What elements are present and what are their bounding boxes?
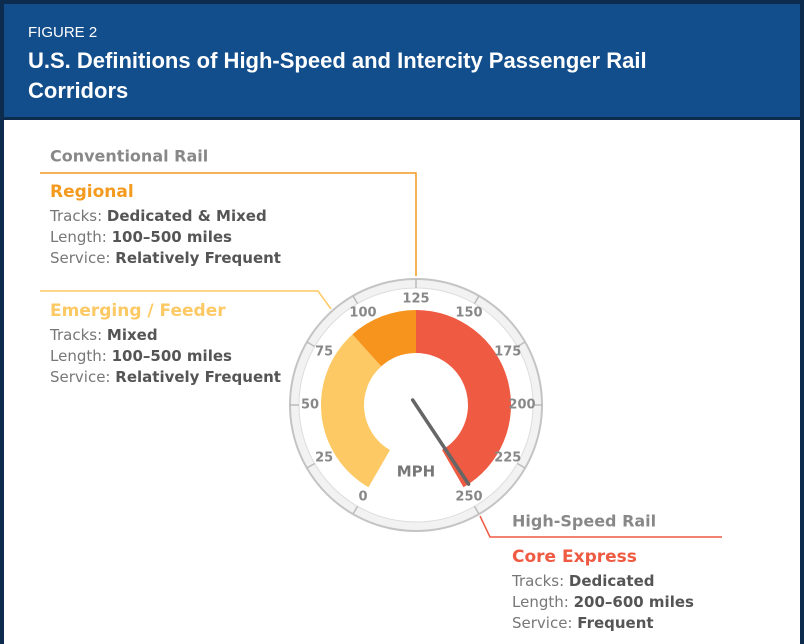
speed-band — [321, 334, 390, 488]
attribute-value: Relatively Frequent — [115, 249, 281, 267]
tick-label: 100 — [349, 306, 376, 321]
speed-band — [416, 310, 512, 488]
tick-mark — [306, 341, 316, 348]
unit-label: MPH — [397, 463, 435, 481]
attribute-value: Dedicated — [569, 572, 655, 590]
tick-label: 250 — [455, 489, 482, 504]
tick-mark — [352, 505, 359, 515]
attribute: Tracks: Dedicated & Mixed — [49, 207, 267, 225]
tick-mark — [473, 295, 480, 305]
attribute: Service: Relatively Frequent — [50, 249, 281, 267]
attribute-key: Length: — [50, 228, 107, 246]
tick-mark — [352, 295, 359, 305]
figure-label: FIGURE 2 — [28, 24, 98, 41]
tick-label: 225 — [494, 451, 521, 466]
attribute: Tracks: Dedicated — [511, 572, 655, 590]
attribute-key: Tracks: — [511, 572, 564, 590]
tick-label: 25 — [315, 451, 333, 466]
figure-title: U.S. Definitions of High-Speed and Inter… — [28, 48, 647, 103]
needle — [410, 398, 471, 486]
attribute-key: Service: — [512, 614, 573, 632]
attribute-value: 100–500 miles — [112, 228, 232, 246]
tick-label: 0 — [358, 489, 367, 504]
attribute-key: Tracks: — [49, 326, 102, 344]
attribute-key: Length: — [512, 593, 569, 611]
attribute: Service: Frequent — [512, 614, 654, 632]
attribute-key: Service: — [50, 249, 111, 267]
attribute: Length: 100–500 miles — [50, 228, 232, 246]
tick-label: 75 — [315, 345, 333, 360]
attribute: Length: 100–500 miles — [50, 347, 232, 365]
tick-mark — [306, 462, 316, 469]
corridor-name: Emerging / Feeder — [50, 301, 226, 321]
header: FIGURE 2 U.S. Definitions of High-Speed … — [4, 4, 800, 120]
speed-band — [352, 310, 416, 367]
attribute-value: Mixed — [107, 326, 158, 344]
tick-mark — [516, 341, 526, 348]
attribute-value: Relatively Frequent — [115, 368, 281, 386]
attribute-value: 100–500 miles — [112, 347, 232, 365]
group-name: Conventional Rail — [50, 147, 208, 166]
attribute: Length: 200–600 miles — [512, 593, 694, 611]
tick-label: 50 — [301, 398, 319, 413]
tick-mark — [516, 462, 526, 469]
connector — [40, 290, 332, 310]
attribute-value: Dedicated & Mixed — [107, 207, 267, 225]
group-name: High-Speed Rail — [512, 512, 656, 531]
attribute-key: Length: — [50, 347, 107, 365]
attribute-key: Tracks: — [49, 207, 102, 225]
tick-label: 200 — [508, 398, 535, 413]
tick-mark — [473, 505, 480, 515]
connector — [479, 515, 722, 538]
connector — [40, 172, 417, 276]
tick-label: 125 — [402, 292, 429, 307]
attribute-value: 200–600 miles — [574, 593, 694, 611]
attribute-value: Frequent — [577, 614, 653, 632]
tick-label: 175 — [494, 345, 521, 360]
attribute: Service: Relatively Frequent — [50, 368, 281, 386]
corridor-name: Core Express — [512, 547, 637, 567]
attribute-key: Service: — [50, 368, 111, 386]
attribute: Tracks: Mixed — [49, 326, 158, 344]
corridor-name: Regional — [50, 182, 134, 202]
tick-label: 150 — [455, 306, 482, 321]
